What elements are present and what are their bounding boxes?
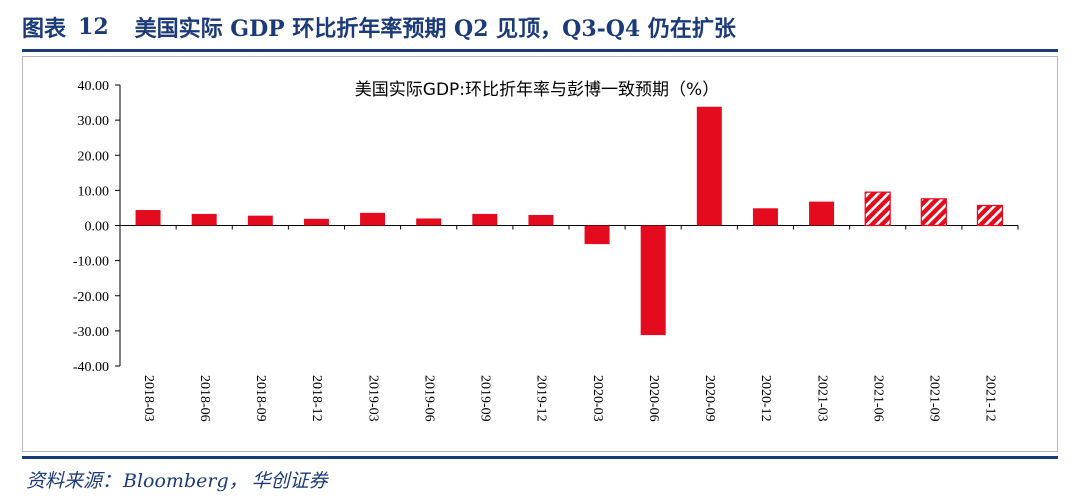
x-tick-label: 2021-09 [927, 375, 942, 422]
y-tick-label: 0.00 [85, 220, 110, 235]
bar-actual-2020-09 [696, 106, 722, 226]
bar-forecast-2021-12 [976, 204, 1004, 227]
bar-actual-2021-03 [809, 201, 835, 226]
source-note: 资料来源： Bloomberg， 华创证券 [26, 466, 328, 493]
bar-actual-2019-09 [472, 213, 498, 226]
y-tick-label: -40.00 [73, 360, 109, 375]
x-tick-label: 2019-09 [478, 375, 493, 422]
x-tick-label: 2020-03 [590, 375, 605, 422]
y-axis-tick-labels: -40.00 -30.00 -20.00 -10.00 0.00 10.00 20.00 30… [73, 79, 109, 375]
x-tick-label: 2019-06 [421, 375, 436, 422]
y-tick-label: -20.00 [73, 290, 109, 305]
bar-actual-2020-03 [584, 225, 610, 245]
chart-bars [135, 106, 1004, 336]
header-rule [22, 49, 1058, 52]
y-tick-label: 20.00 [78, 149, 110, 164]
figure-title: 美国实际 GDP 环比折年率预期 Q2 见顶，Q3-Q4 仍在扩张 [134, 16, 736, 42]
bar-actual-2020-06 [640, 225, 666, 336]
x-tick-label: 2021-03 [814, 375, 829, 422]
bar-actual-2019-06 [416, 218, 442, 226]
bar-actual-2018-09 [247, 215, 273, 226]
bar-actual-2018-06 [191, 213, 217, 226]
source-separator: ， [228, 470, 248, 492]
x-tick-label: 2018-12 [309, 375, 324, 422]
x-tick-label: 2019-12 [534, 375, 549, 422]
y-tick-label: 10.00 [78, 184, 110, 199]
y-tick-label: 40.00 [78, 79, 110, 94]
bar-forecast-2021-09 [920, 198, 947, 227]
chart-frame: 美国实际GDP:环比折年率与彭博一致预期（%） -40.00 -30.00 -20.… [22, 56, 1058, 452]
bar-actual-2020-12 [752, 208, 778, 226]
x-tick-label: 2020-09 [702, 375, 717, 422]
x-axis-tick-labels: 2018-03 2018-06 2018-09 2018-12 2019-03 2019-… [141, 375, 998, 422]
bar-chart: 美国实际GDP:环比折年率与彭博一致预期（%） -40.00 -30.00 -20.… [73, 79, 1019, 422]
bar-actual-2018-12 [303, 218, 329, 226]
x-tick-label: 2019-03 [365, 375, 380, 422]
bar-forecast-2021-06 [864, 191, 891, 227]
source-prefix: 资料来源： [26, 470, 122, 492]
y-tick-label: -10.00 [73, 255, 109, 270]
bar-actual-2019-03 [360, 212, 386, 226]
x-tick-label: 2018-03 [141, 375, 156, 422]
figure-label: 图表 [22, 16, 67, 42]
x-tick-label: 2021-06 [870, 375, 885, 422]
bar-actual-2018-03 [135, 210, 161, 226]
figure-number: 12 [78, 14, 109, 40]
bar-actual-2019-12 [528, 214, 554, 226]
x-tick-label: 2020-12 [758, 375, 773, 422]
x-tick-label: 2018-09 [253, 375, 268, 422]
source-org: 华创证券 [251, 470, 328, 492]
y-tick-label: -30.00 [73, 325, 109, 340]
chart-title: 美国实际GDP:环比折年率与彭博一致预期（%） [355, 80, 719, 100]
source-provider: Bloomberg [123, 470, 229, 492]
figure-header: 图表 12 美国实际 GDP 环比折年率预期 Q2 见顶，Q3-Q4 仍在扩张 [22, 10, 736, 44]
y-tick-label: 30.00 [78, 114, 110, 129]
x-tick-label: 2018-06 [197, 375, 212, 422]
x-tick-label: 2021-12 [983, 375, 998, 422]
footer-rule [22, 456, 1058, 459]
x-tick-label: 2020-06 [646, 375, 661, 422]
